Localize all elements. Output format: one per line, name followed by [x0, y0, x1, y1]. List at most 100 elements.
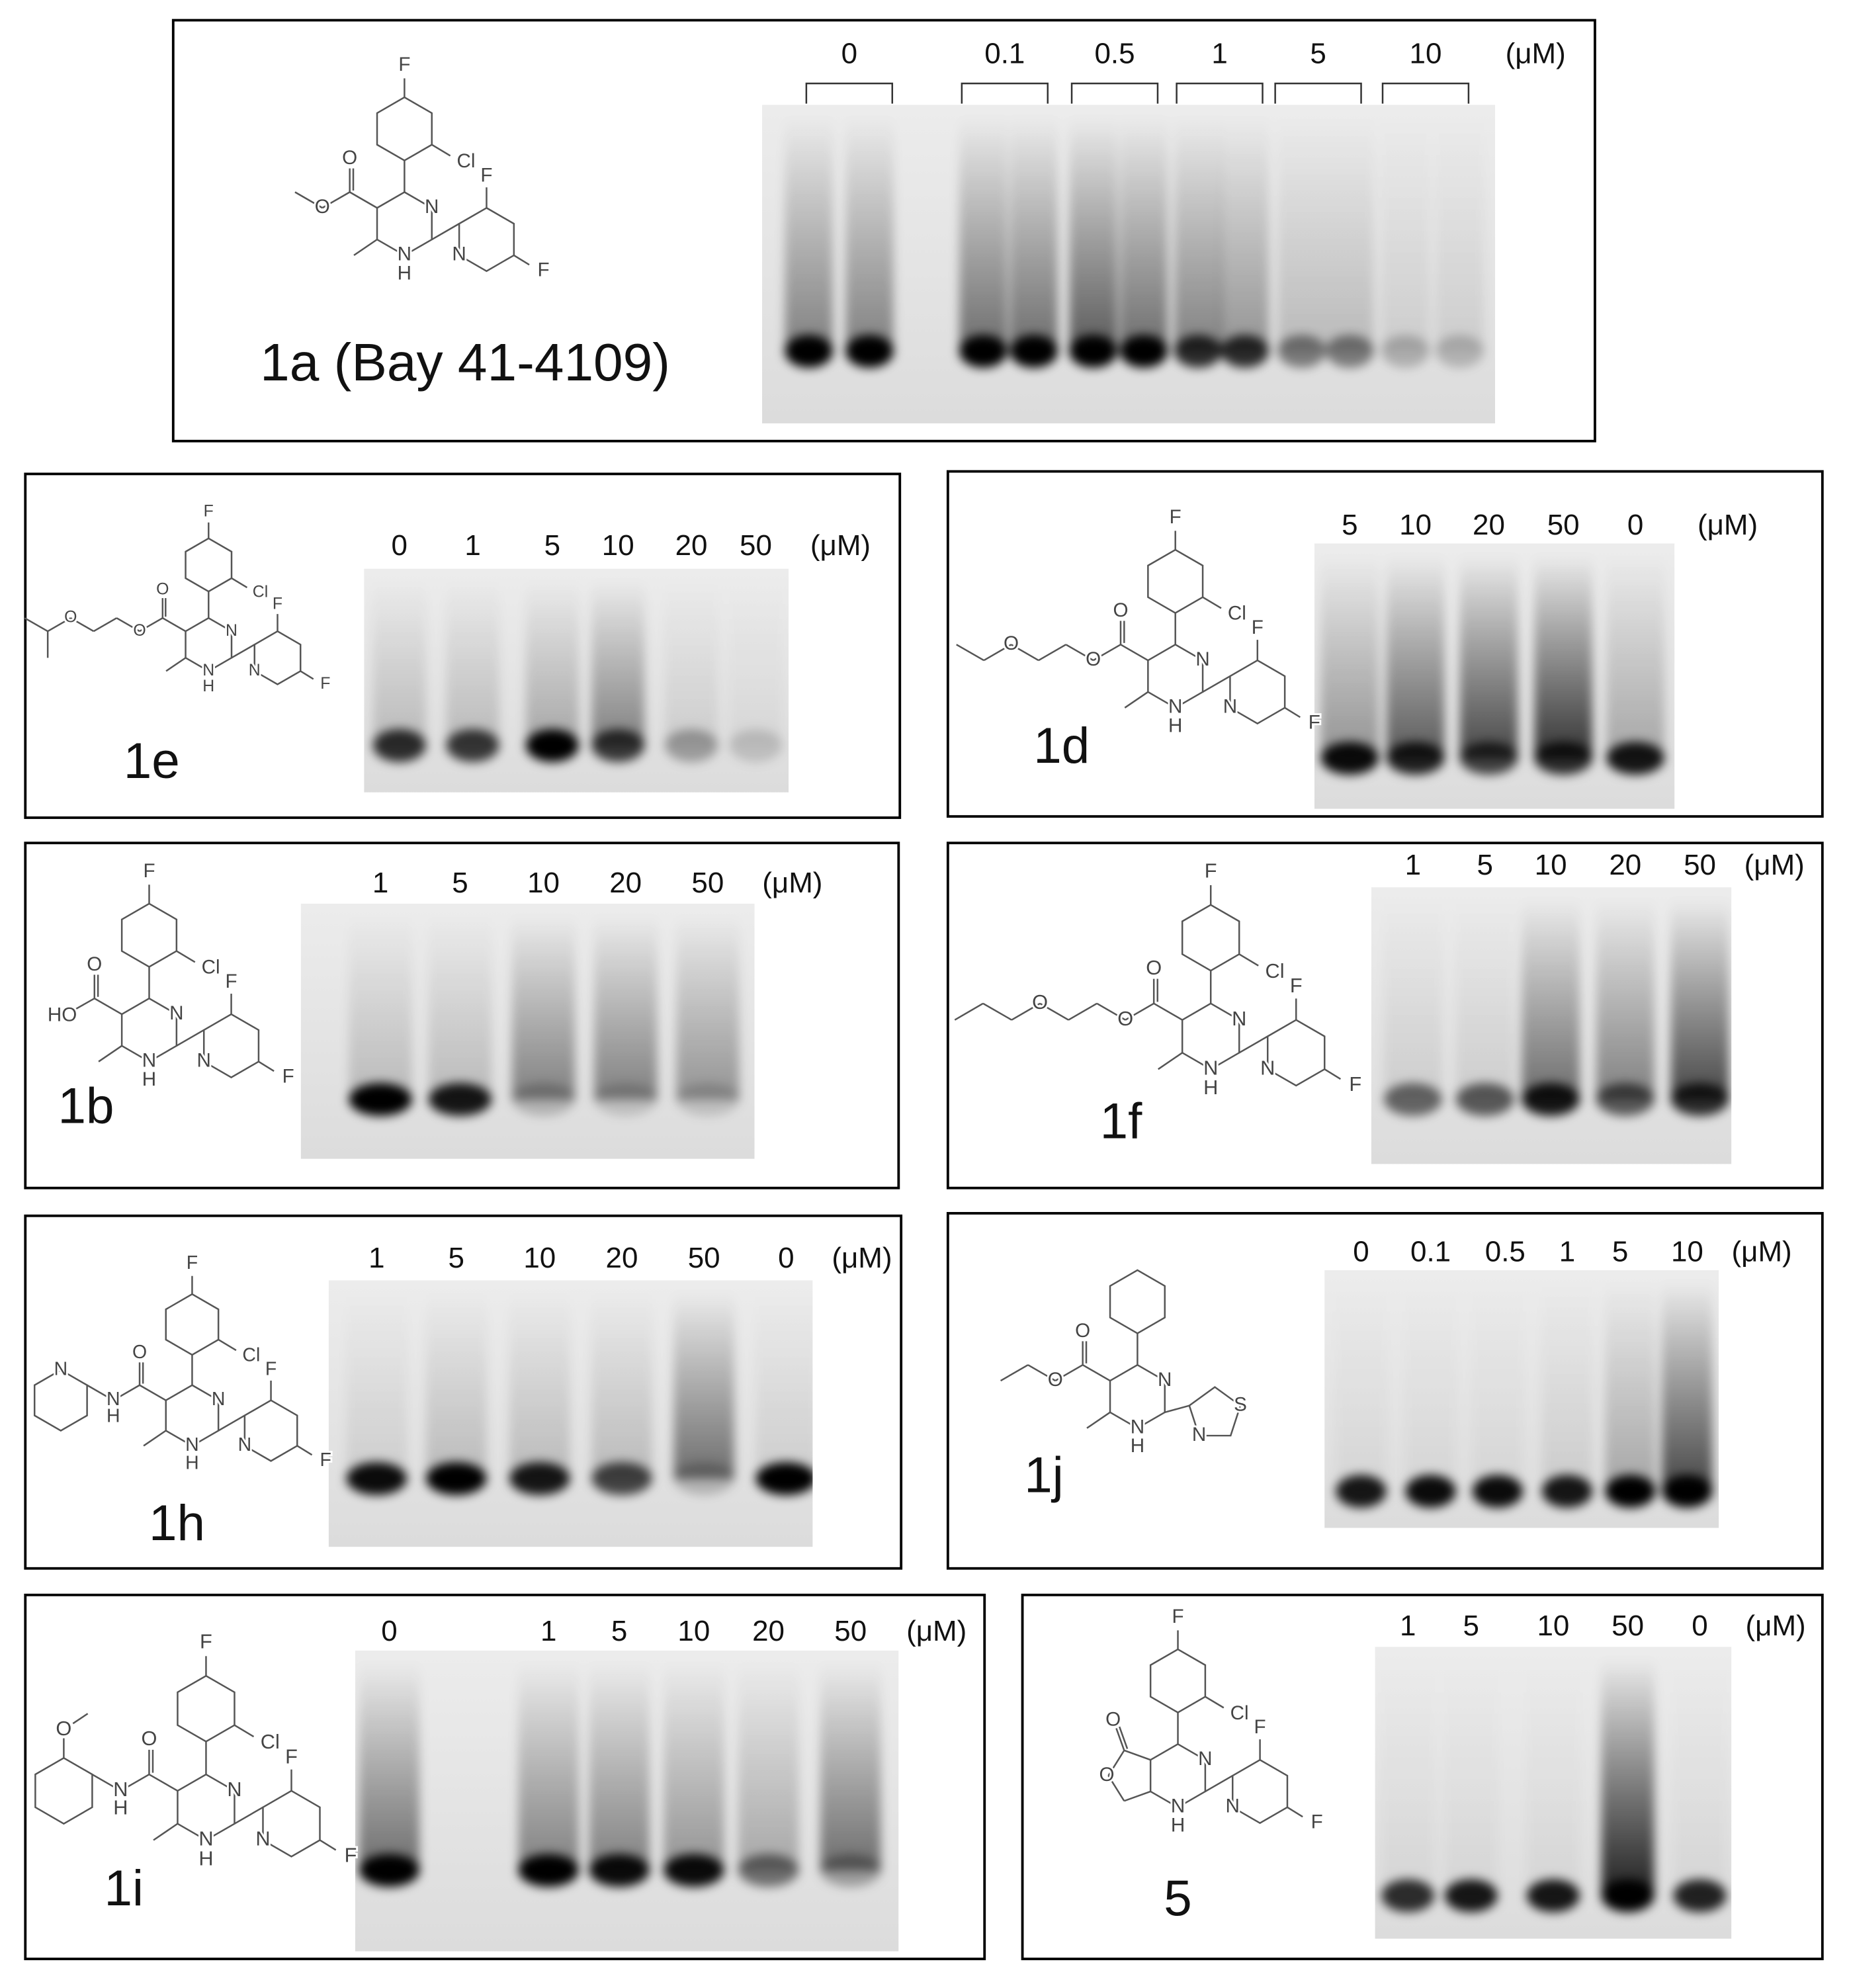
gel [300, 903, 755, 1159]
bond [176, 950, 196, 963]
gel-band [1444, 1879, 1498, 1913]
concentration-label: 20 [675, 529, 708, 562]
atom-label: F [1252, 617, 1264, 638]
concentration-label: 50 [1684, 849, 1716, 881]
gel-band [1386, 742, 1445, 775]
concentration-label: 0 [392, 529, 408, 562]
gel [328, 1280, 813, 1547]
atom-label: N [1168, 696, 1182, 718]
atom-label: N [452, 243, 466, 265]
unit-label: (μM) [1744, 849, 1805, 881]
bond [218, 1414, 245, 1432]
concentration-label: 1 [464, 529, 480, 562]
gel-band [664, 729, 718, 762]
bond [956, 644, 984, 662]
gel-smear [1383, 900, 1442, 1100]
gel-smear [428, 916, 492, 1100]
ring [262, 1790, 321, 1858]
concentration-label: 0.1 [984, 38, 1025, 70]
atom-label: H [1131, 1435, 1144, 1457]
concentration-label: 1 [1400, 1610, 1416, 1642]
concentration-label: 10 [1399, 509, 1432, 541]
atom-label: F [285, 1745, 298, 1768]
gel-band [1069, 335, 1117, 368]
atom-label: N [185, 1434, 199, 1455]
bond [47, 617, 71, 632]
bond [982, 1002, 1012, 1021]
concentration-label: 5 [611, 1615, 627, 1647]
atom-label: O [64, 609, 77, 627]
gel-band [1662, 1475, 1713, 1508]
atom-label: Cl [261, 1730, 280, 1753]
atom-label: O [342, 147, 357, 169]
atom-label: N [54, 1358, 68, 1379]
concentration-label: 0 [841, 38, 857, 70]
atom-label: N [113, 1778, 128, 1801]
ring [1188, 1386, 1242, 1437]
ring [33, 1369, 88, 1432]
atom-label: F [187, 1252, 198, 1274]
bond [231, 644, 255, 659]
bond [1011, 1002, 1041, 1021]
gel-smear [1522, 900, 1580, 1100]
atom-label: N [1171, 1795, 1185, 1817]
bond [70, 617, 95, 632]
concentration-label: 0.5 [1485, 1236, 1526, 1268]
gel-band [1436, 335, 1484, 368]
gel-band [1381, 1879, 1435, 1913]
atom-label: F [480, 164, 492, 186]
atom-label: N [227, 1778, 241, 1801]
gel-band [1472, 1475, 1524, 1508]
gel-band [589, 1854, 650, 1887]
concentration-label: 0.1 [1410, 1236, 1451, 1268]
gel-smear [1596, 900, 1655, 1100]
bond [148, 1774, 179, 1792]
gel-band [1596, 1083, 1655, 1116]
concentration-label: 1 [372, 867, 388, 899]
gel-smear [511, 916, 576, 1100]
gel-smear [591, 1293, 652, 1479]
concentration-label: 10 [602, 529, 634, 562]
gel-smear [820, 1663, 881, 1871]
bond [1096, 1002, 1126, 1021]
ring [243, 1399, 298, 1462]
bond [353, 238, 378, 256]
concentration-label: 5 [544, 529, 560, 562]
atom-label: N [169, 1002, 183, 1024]
bond [1202, 596, 1222, 609]
concentration-label: 1 [1405, 849, 1421, 881]
gel [1375, 1647, 1732, 1939]
atom-label: Cl [1228, 603, 1246, 625]
bond [1115, 1728, 1125, 1751]
gel-smear [1381, 117, 1430, 352]
bond [1086, 1411, 1111, 1429]
ring [202, 1013, 260, 1079]
atom-label: H [113, 1795, 128, 1819]
bond [91, 1774, 122, 1792]
atom-label: O [132, 1342, 147, 1363]
concentration-label: 10 [523, 1242, 556, 1274]
atom-label: H [185, 1452, 199, 1473]
gel-band [511, 1083, 576, 1116]
atom-label: F [226, 971, 237, 992]
unit-label: (μM) [1746, 1610, 1806, 1642]
ring [34, 1756, 93, 1825]
gel-lanes [1336, 1283, 1713, 1508]
gel-band [1606, 742, 1665, 775]
unit-label: (μM) [1698, 509, 1758, 541]
concentration-label: 10 [677, 1615, 710, 1647]
bond [87, 1384, 114, 1401]
gel-band [1670, 1083, 1729, 1116]
concentration-label: 50 [1612, 1610, 1644, 1642]
compound-label: 1e [124, 733, 180, 789]
bond [1010, 644, 1039, 662]
atom-label: N [212, 1389, 226, 1410]
gel-band [820, 1854, 881, 1887]
gel-band [1601, 1879, 1655, 1913]
gel-band [676, 1083, 740, 1116]
unit-label: (μM) [1506, 38, 1566, 70]
